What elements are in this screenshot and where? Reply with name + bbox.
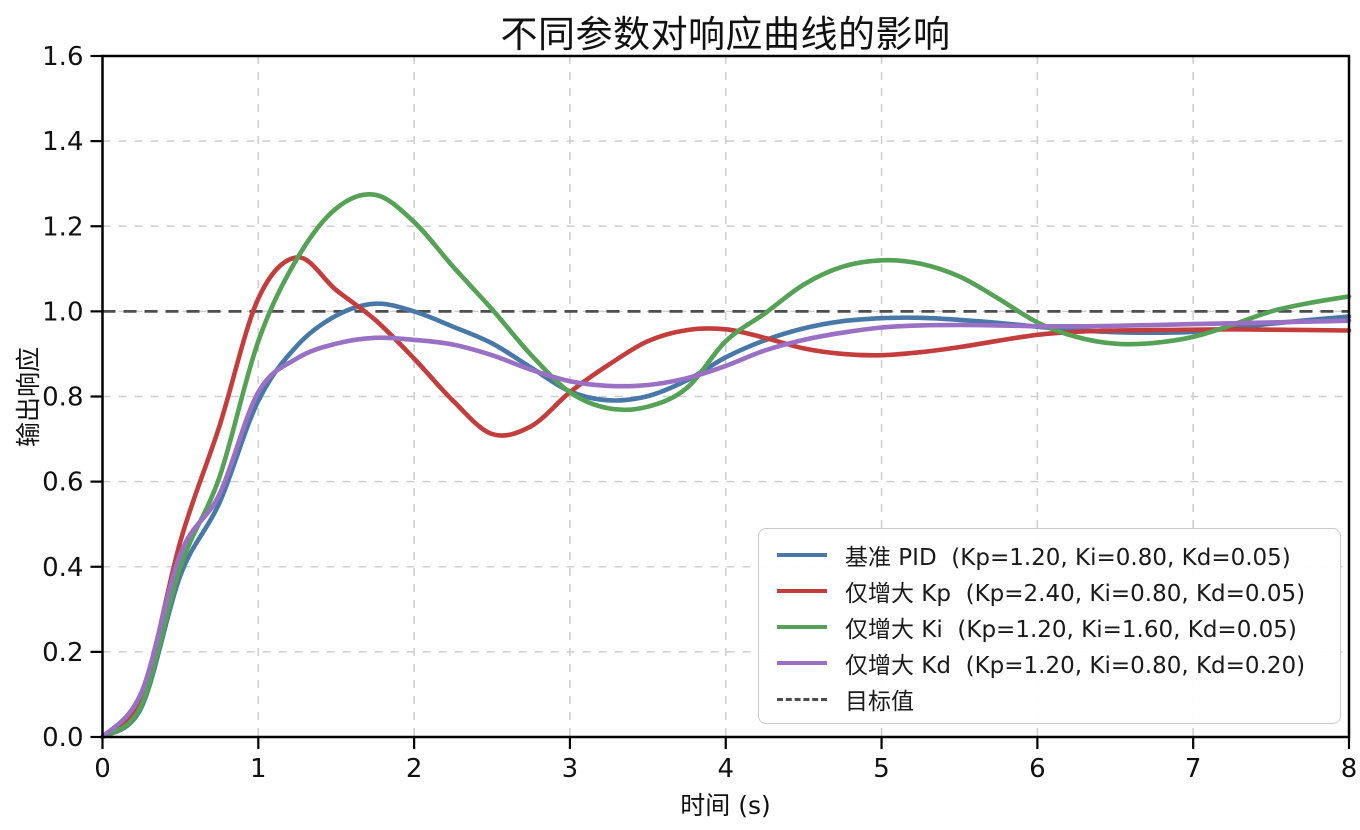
- legend-item-target: 目标值: [771, 681, 1340, 717]
- legend-swatch-base-pid: [777, 553, 827, 557]
- x-tick-label: 5: [873, 754, 890, 784]
- legend-label: 基准 PID (Kp=1.20, Ki=0.80, Kd=0.05): [845, 545, 1291, 571]
- x-tick-label: 7: [1185, 754, 1202, 784]
- y-tick-label: 1.6: [42, 42, 83, 72]
- x-tick-label: 3: [562, 754, 579, 784]
- legend-label: 目标值: [845, 689, 914, 715]
- y-tick-label: 0.8: [42, 383, 83, 413]
- y-tick-label: 0.2: [42, 638, 83, 668]
- legend-item-ki-up: 仅增大 Ki (Kp=1.20, Ki=1.60, Kd=0.05): [771, 609, 1340, 645]
- y-tick-label: 1.0: [42, 297, 83, 327]
- y-tick-label: 1.4: [42, 127, 83, 157]
- plot-border: [101, 54, 1351, 739]
- legend-item-kd-up: 仅增大 Kd (Kp=1.20, Ki=0.80, Kd=0.20): [771, 645, 1340, 681]
- legend-label: 仅增大 Ki (Kp=1.20, Ki=1.60, Kd=0.05): [845, 617, 1297, 643]
- curve-kd-up: [100, 318, 1352, 740]
- x-tick-label: 6: [1029, 754, 1046, 784]
- y-axis-label: 输出响应: [14, 346, 43, 448]
- legend-label: 仅增大 Kp (Kp=2.40, Ki=0.80, Kd=0.05): [845, 581, 1306, 607]
- x-tick-label: 4: [717, 754, 734, 784]
- legend-swatch-kd-up: [777, 661, 827, 665]
- legend-swatch-kp-up: [777, 589, 827, 593]
- legend-item-kp-up: 仅增大 Kp (Kp=2.40, Ki=0.80, Kd=0.05): [771, 573, 1340, 609]
- y-tick-label: 0.4: [42, 553, 83, 583]
- legend-item-base-pid: 基准 PID (Kp=1.20, Ki=0.80, Kd=0.05): [771, 537, 1340, 573]
- curve-kp-up: [100, 255, 1352, 740]
- x-tick-label: 2: [406, 754, 423, 784]
- legend-label: 仅增大 Kd (Kp=1.20, Ki=0.80, Kd=0.20): [845, 653, 1306, 679]
- y-tick-label: 0.6: [42, 468, 83, 498]
- legend-swatch-target: [777, 697, 827, 701]
- x-tick-label: 1: [250, 754, 267, 784]
- y-tick-label: 1.2: [42, 212, 83, 242]
- legend-swatch-ki-up: [777, 625, 827, 629]
- x-tick-label: 0: [94, 754, 111, 784]
- legend: 基准 PID (Kp=1.20, Ki=0.80, Kd=0.05) 仅增大 K…: [758, 528, 1341, 724]
- y-tick-label: 0.0: [42, 723, 83, 753]
- chart-title: 不同参数对响应曲线的影响: [500, 13, 951, 56]
- x-axis-label: 时间 (s): [680, 791, 771, 820]
- x-tick-label: 8: [1341, 754, 1358, 784]
